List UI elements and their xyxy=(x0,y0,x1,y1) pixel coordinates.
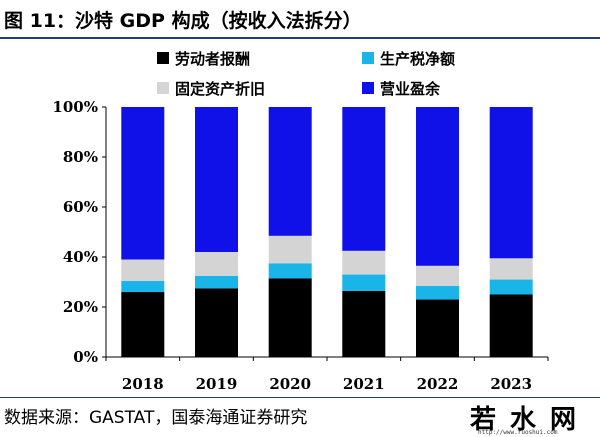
bar-2020-series-1 xyxy=(268,278,312,358)
y-tick-label-0: 0% xyxy=(73,348,98,366)
legend-swatch-2 xyxy=(362,52,374,64)
bar-2021-series-3 xyxy=(342,250,386,275)
bar-2023-series-1 xyxy=(489,294,533,357)
title-divider xyxy=(0,37,600,39)
y-tick-label-5: 100% xyxy=(52,98,98,116)
legend-label-4: 营业盈余 xyxy=(380,80,441,98)
bar-2021-series-1 xyxy=(342,290,386,358)
bar-2019-series-2 xyxy=(195,275,238,289)
legend-swatch-3 xyxy=(157,82,169,94)
figure-title: 图 11：沙特 GDP 构成（按收入法拆分） xyxy=(4,10,362,32)
source-divider xyxy=(0,397,600,398)
legend-label-1: 劳动者报酬 xyxy=(175,50,250,68)
bar-2022-series-4 xyxy=(416,107,459,266)
legend-swatch-1 xyxy=(157,52,169,64)
bar-2020-series-4 xyxy=(268,107,312,236)
x-tick-label-2022: 2022 xyxy=(417,375,459,393)
bar-2023-series-2 xyxy=(489,279,533,295)
watermark-url: http://www.ruoshui.com xyxy=(478,429,558,436)
legend-label-2: 生产税净额 xyxy=(380,50,455,68)
bar-2019-series-3 xyxy=(195,252,238,276)
x-tick-label-2021: 2021 xyxy=(343,375,385,393)
y-tick-label-3: 60% xyxy=(63,198,98,216)
bar-2019-series-1 xyxy=(195,288,238,358)
bar-2020-series-2 xyxy=(268,263,312,279)
watermark-logo: 若水网 xyxy=(470,405,591,435)
bar-2022-series-1 xyxy=(416,299,459,357)
x-tick-label-2018: 2018 xyxy=(122,375,164,393)
bar-2022-series-2 xyxy=(416,285,459,300)
bar-2018-series-1 xyxy=(121,292,165,357)
bar-2023-series-4 xyxy=(489,107,533,259)
y-tick-label-4: 80% xyxy=(63,148,98,166)
x-tick-label-2020: 2020 xyxy=(269,375,311,393)
legend-label-3: 固定资产折旧 xyxy=(175,80,265,98)
bar-2021-series-2 xyxy=(342,274,386,291)
legend-swatch-4 xyxy=(362,82,374,94)
bar-2022-series-3 xyxy=(416,265,459,286)
bar-2018-series-3 xyxy=(121,259,165,281)
y-tick-label-1: 20% xyxy=(63,298,98,316)
bar-2018-series-2 xyxy=(121,280,165,293)
source-note: 数据来源：GASTAT，国泰海通证券研究 xyxy=(4,408,308,428)
x-tick-label-2023: 2023 xyxy=(490,375,532,393)
bar-2018-series-4 xyxy=(121,107,165,260)
bar-2021-series-4 xyxy=(342,107,386,251)
y-tick-label-2: 40% xyxy=(63,248,98,266)
x-tick-label-2019: 2019 xyxy=(196,375,238,393)
bar-2023-series-3 xyxy=(489,258,533,280)
bar-2020-series-3 xyxy=(268,235,312,264)
bar-2019-series-4 xyxy=(195,107,238,252)
